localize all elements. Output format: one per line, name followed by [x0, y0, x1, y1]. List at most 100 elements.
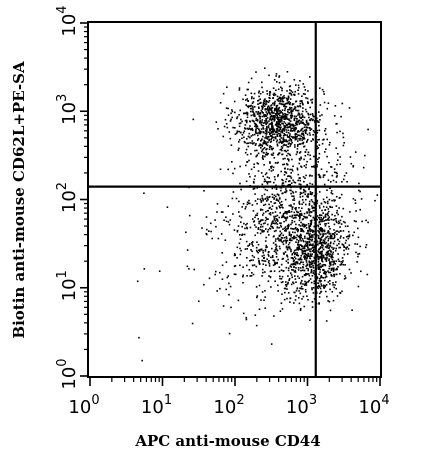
event-dot	[237, 299, 240, 302]
event-dot	[288, 239, 291, 241]
event-dot	[312, 139, 314, 141]
event-dot	[281, 293, 283, 295]
event-dot	[271, 118, 273, 120]
event-dot	[292, 257, 294, 260]
event-dot	[301, 127, 304, 130]
event-dot	[277, 119, 280, 122]
event-dot	[289, 247, 291, 250]
event-dot	[321, 244, 323, 247]
event-dot	[308, 229, 310, 232]
event-dot	[288, 126, 291, 128]
event-dot	[277, 174, 279, 176]
event-dot	[302, 263, 305, 266]
event-dot	[312, 272, 315, 274]
event-dot	[276, 110, 279, 112]
event-dot	[302, 132, 305, 135]
event-dot	[339, 291, 341, 294]
event-dot	[264, 296, 266, 298]
event-dot	[335, 195, 338, 198]
event-dot	[323, 242, 325, 245]
event-dot	[271, 125, 273, 128]
event-dot	[285, 281, 287, 283]
event-dot	[292, 103, 295, 105]
event-dot	[330, 264, 332, 266]
event-dot	[308, 274, 311, 277]
event-dot	[262, 214, 264, 216]
event-dot	[270, 167, 273, 169]
event-dot	[318, 280, 321, 282]
event-dot	[317, 174, 320, 176]
event-dot	[280, 170, 282, 173]
event-dot	[305, 163, 308, 166]
event-dot	[327, 253, 329, 255]
event-dot	[268, 234, 270, 236]
event-dot	[309, 191, 312, 193]
event-dot	[236, 229, 239, 232]
event-dot	[255, 155, 258, 158]
event-dot	[322, 241, 324, 244]
event-dot	[290, 204, 292, 206]
event-dot	[241, 225, 243, 228]
event-dot	[311, 98, 314, 101]
event-dot	[327, 179, 330, 181]
event-dot	[279, 206, 281, 209]
event-dot	[267, 101, 270, 103]
event-dot	[245, 224, 247, 226]
event-dot	[324, 151, 326, 153]
event-dot	[240, 216, 243, 219]
event-dot	[284, 212, 286, 214]
event-dot	[283, 298, 286, 301]
event-dot	[319, 214, 321, 217]
event-dot	[242, 312, 245, 315]
event-dot	[280, 281, 283, 284]
event-dot	[343, 278, 346, 280]
event-dot	[285, 129, 287, 131]
event-dot	[283, 216, 286, 218]
event-dot	[335, 147, 337, 149]
event-dot	[280, 240, 282, 242]
event-dot	[290, 107, 293, 109]
event-dot	[334, 249, 337, 252]
event-dot	[308, 237, 311, 239]
event-dot	[327, 222, 330, 224]
event-dot	[291, 195, 293, 197]
event-dot	[323, 220, 326, 222]
event-dot	[256, 125, 259, 127]
event-dot	[281, 130, 283, 132]
event-dot	[278, 239, 280, 242]
event-dot	[280, 236, 283, 239]
event-dot	[312, 260, 314, 263]
event-dot	[302, 122, 304, 124]
event-dot	[275, 130, 278, 133]
event-dot	[290, 257, 293, 259]
event-dot	[233, 229, 236, 231]
event-dot	[308, 260, 310, 263]
event-dot	[308, 116, 310, 119]
event-dot	[322, 245, 324, 247]
event-dot	[365, 244, 368, 246]
event-dot	[317, 224, 319, 227]
event-dot	[273, 112, 275, 114]
event-dot	[261, 157, 264, 159]
event-dot	[333, 218, 336, 221]
event-dot	[323, 241, 326, 244]
event-dot	[358, 189, 360, 192]
event-dot	[301, 133, 304, 135]
event-dot	[341, 261, 344, 264]
event-dot	[266, 112, 269, 115]
event-dot	[298, 202, 300, 204]
event-dot	[336, 295, 339, 297]
event-dot	[251, 254, 254, 257]
event-dot	[303, 86, 306, 88]
event-dot	[278, 75, 281, 77]
event-dot	[318, 157, 320, 159]
event-dot	[260, 109, 263, 112]
event-dot	[278, 205, 281, 208]
event-dot	[292, 260, 295, 263]
event-dot	[327, 212, 329, 215]
event-dot	[321, 254, 323, 257]
event-dot	[251, 97, 253, 100]
event-dot	[316, 145, 318, 148]
event-dot	[304, 193, 307, 196]
event-dot	[284, 134, 286, 136]
